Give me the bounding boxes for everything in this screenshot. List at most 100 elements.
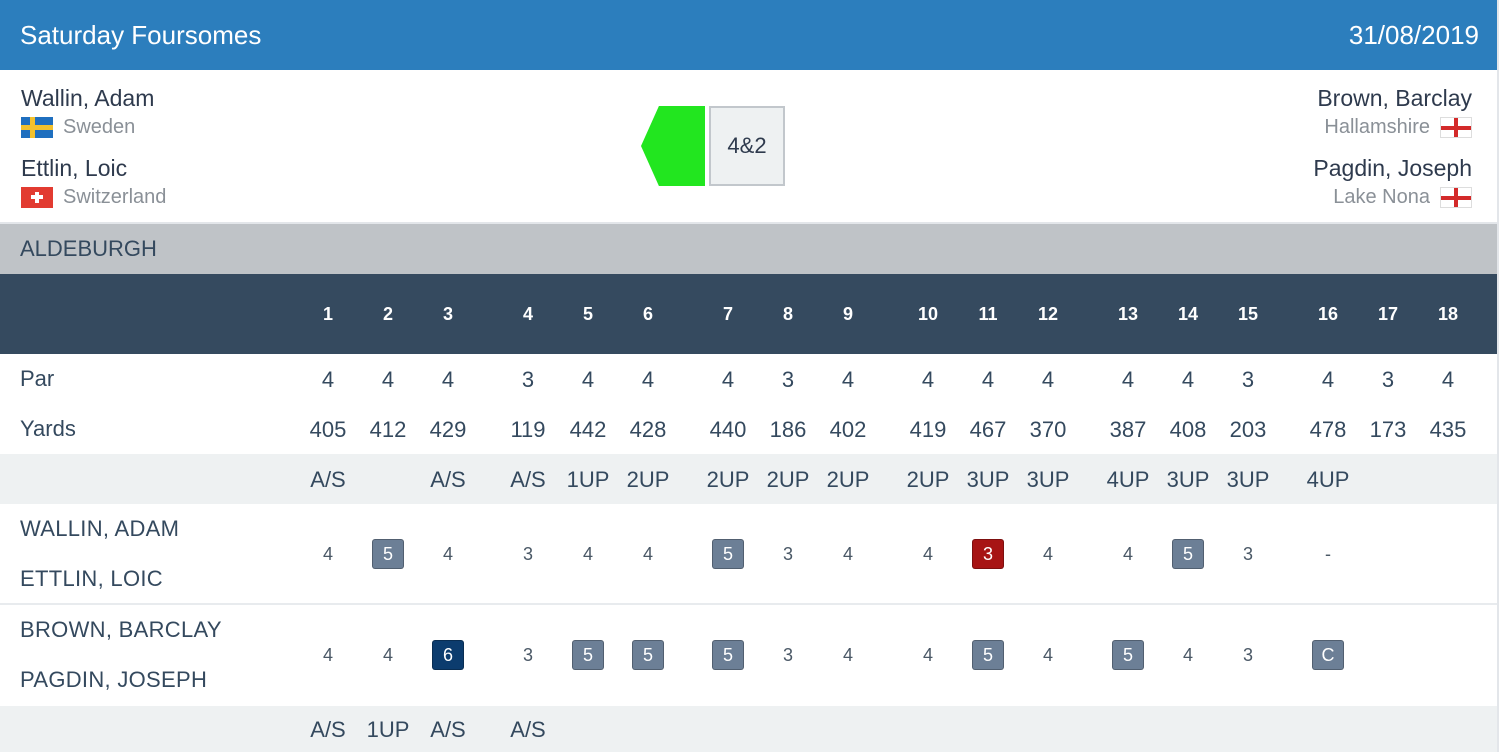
team-score-row: WALLIN, ADAM ETTLIN, LOIC 4 5 4 3 4 4 5 3 4 4 3 4 4 5…	[0, 504, 1497, 605]
match-status-cell: 2UP	[626, 467, 670, 492]
score-cell: 4	[1098, 539, 1158, 569]
score-value: 3	[1242, 544, 1253, 564]
score-value: 4	[1122, 544, 1133, 564]
score-value: 4	[842, 544, 853, 564]
flag-switzerland-icon	[21, 187, 53, 208]
score-value: 4	[842, 645, 853, 665]
par-cell: 4	[1041, 367, 1055, 392]
score-cell: 4	[898, 539, 958, 569]
score-value: 4	[642, 544, 653, 564]
player-club: Hallamshire	[1324, 116, 1472, 139]
hole-number: 7	[722, 304, 733, 324]
score-value: 3	[782, 645, 793, 665]
team-player-name: BROWN, BARCLAY	[20, 617, 222, 642]
player-club: Lake Nona	[1333, 186, 1472, 209]
yards-cell: 467	[969, 417, 1007, 442]
player-name[interactable]: Pagdin, Joseph	[1313, 155, 1472, 181]
score-cell: 4	[618, 539, 678, 569]
score-cell: 4	[898, 640, 958, 670]
score-cell: 5	[358, 539, 418, 569]
score-value: 4	[442, 544, 453, 564]
match-status-cell: 4UP	[1306, 467, 1350, 492]
hole-number: 8	[782, 304, 793, 324]
score-cell: 5	[1158, 539, 1218, 569]
match-result: 4&2	[709, 106, 785, 186]
hole-number: 16	[1317, 304, 1339, 324]
score-value: 4	[322, 645, 333, 665]
score-badge: 5	[712, 640, 744, 670]
score-cell: 4	[558, 539, 618, 569]
score-cell: 4	[298, 539, 358, 569]
event-title: Saturday Foursomes	[20, 20, 262, 50]
match-status-cell: 4UP	[1106, 467, 1150, 492]
score-cell: 3	[498, 640, 558, 670]
course-bar: ALDEBURGH	[0, 224, 1497, 274]
score-badge: 5	[372, 539, 404, 569]
par-cell: 4	[641, 367, 655, 392]
yards-cell: 173	[1369, 417, 1407, 442]
course-name: ALDEBURGH	[20, 236, 157, 261]
par-cell: 4	[321, 367, 335, 392]
yards-cell: 435	[1429, 417, 1467, 442]
yards-cell: 412	[369, 417, 407, 442]
score-value: 4	[582, 544, 593, 564]
par-cell: 4	[381, 367, 395, 392]
score-badge: 5	[712, 539, 744, 569]
match-status-row: A/S A/S A/S 1UP 2UP 2UP 2UP 2UP 2UP 3UP 3UP 4UP 3UP 3…	[0, 454, 1497, 504]
match-status-cell: 3UP	[1226, 467, 1270, 492]
par-cell: 3	[781, 367, 795, 392]
score-value: 3	[1242, 645, 1253, 665]
par-cell: 4	[981, 367, 995, 392]
score-cell: 4	[358, 640, 418, 670]
score-badge: 5	[1172, 539, 1204, 569]
score-value: 4	[922, 544, 933, 564]
player-name[interactable]: Brown, Barclay	[1317, 85, 1472, 111]
yards-cell: 408	[1169, 417, 1207, 442]
team-score-row: BROWN, BARCLAY PAGDIN, JOSEPH 4 4 6 3 5 5 5 3 4 4…	[0, 605, 1497, 706]
hole-number: 2	[382, 304, 393, 324]
match-status-cell: 2UP	[706, 467, 750, 492]
yards-cell: 442	[569, 417, 607, 442]
hole-number: 12	[1037, 304, 1059, 324]
par-cell: 4	[1121, 367, 1135, 392]
score-cell: -	[1298, 539, 1358, 569]
score-cell: 4	[1018, 539, 1078, 569]
score-cell: 5	[698, 640, 758, 670]
score-value: 3	[522, 645, 533, 665]
hole-number: 14	[1177, 304, 1199, 324]
score-cell: C	[1298, 640, 1358, 670]
score-cell: 3	[758, 640, 818, 670]
hole-number: 1	[322, 304, 333, 324]
match-status-cell: 1UP	[566, 467, 610, 492]
score-cell: 6	[418, 640, 478, 670]
title-bar: Saturday Foursomes 31/08/2019	[0, 0, 1497, 70]
score-badge: 5	[972, 640, 1004, 670]
match-status-row: A/S 1UP A/S A/S	[0, 706, 1497, 752]
hole-number: 5	[582, 304, 593, 324]
par-cell: 4	[721, 367, 735, 392]
match-status-cell: 3UP	[966, 467, 1010, 492]
score-badge: C	[1312, 640, 1344, 670]
score-value: 4	[382, 645, 393, 665]
hole-number: 3	[442, 304, 453, 324]
hole-number: 10	[917, 304, 939, 324]
player-club: Switzerland	[21, 186, 166, 209]
match-summary: Wallin, Adam Sweden Ettlin, Loic Switzer…	[0, 70, 1497, 224]
match-status-cell: 3UP	[1026, 467, 1070, 492]
score-value: 4	[922, 645, 933, 665]
score-cell: 5	[558, 640, 618, 670]
score-badge: 3	[972, 539, 1004, 569]
par-cell: 3	[1381, 367, 1395, 392]
player-name[interactable]: Wallin, Adam	[21, 85, 155, 111]
yards-cell: 419	[909, 417, 947, 442]
score-value: 4	[1042, 645, 1053, 665]
club-label: Lake Nona	[1333, 186, 1430, 208]
score-cell: 4	[1018, 640, 1078, 670]
player-club: Sweden	[21, 116, 135, 139]
team-player-name: PAGDIN, JOSEPH	[20, 667, 208, 692]
club-label: Hallamshire	[1324, 116, 1430, 138]
score-cell: 4	[298, 640, 358, 670]
score-value: 4	[1042, 544, 1053, 564]
player-name[interactable]: Ettlin, Loic	[21, 155, 128, 181]
score-cell: 3	[1218, 539, 1278, 569]
